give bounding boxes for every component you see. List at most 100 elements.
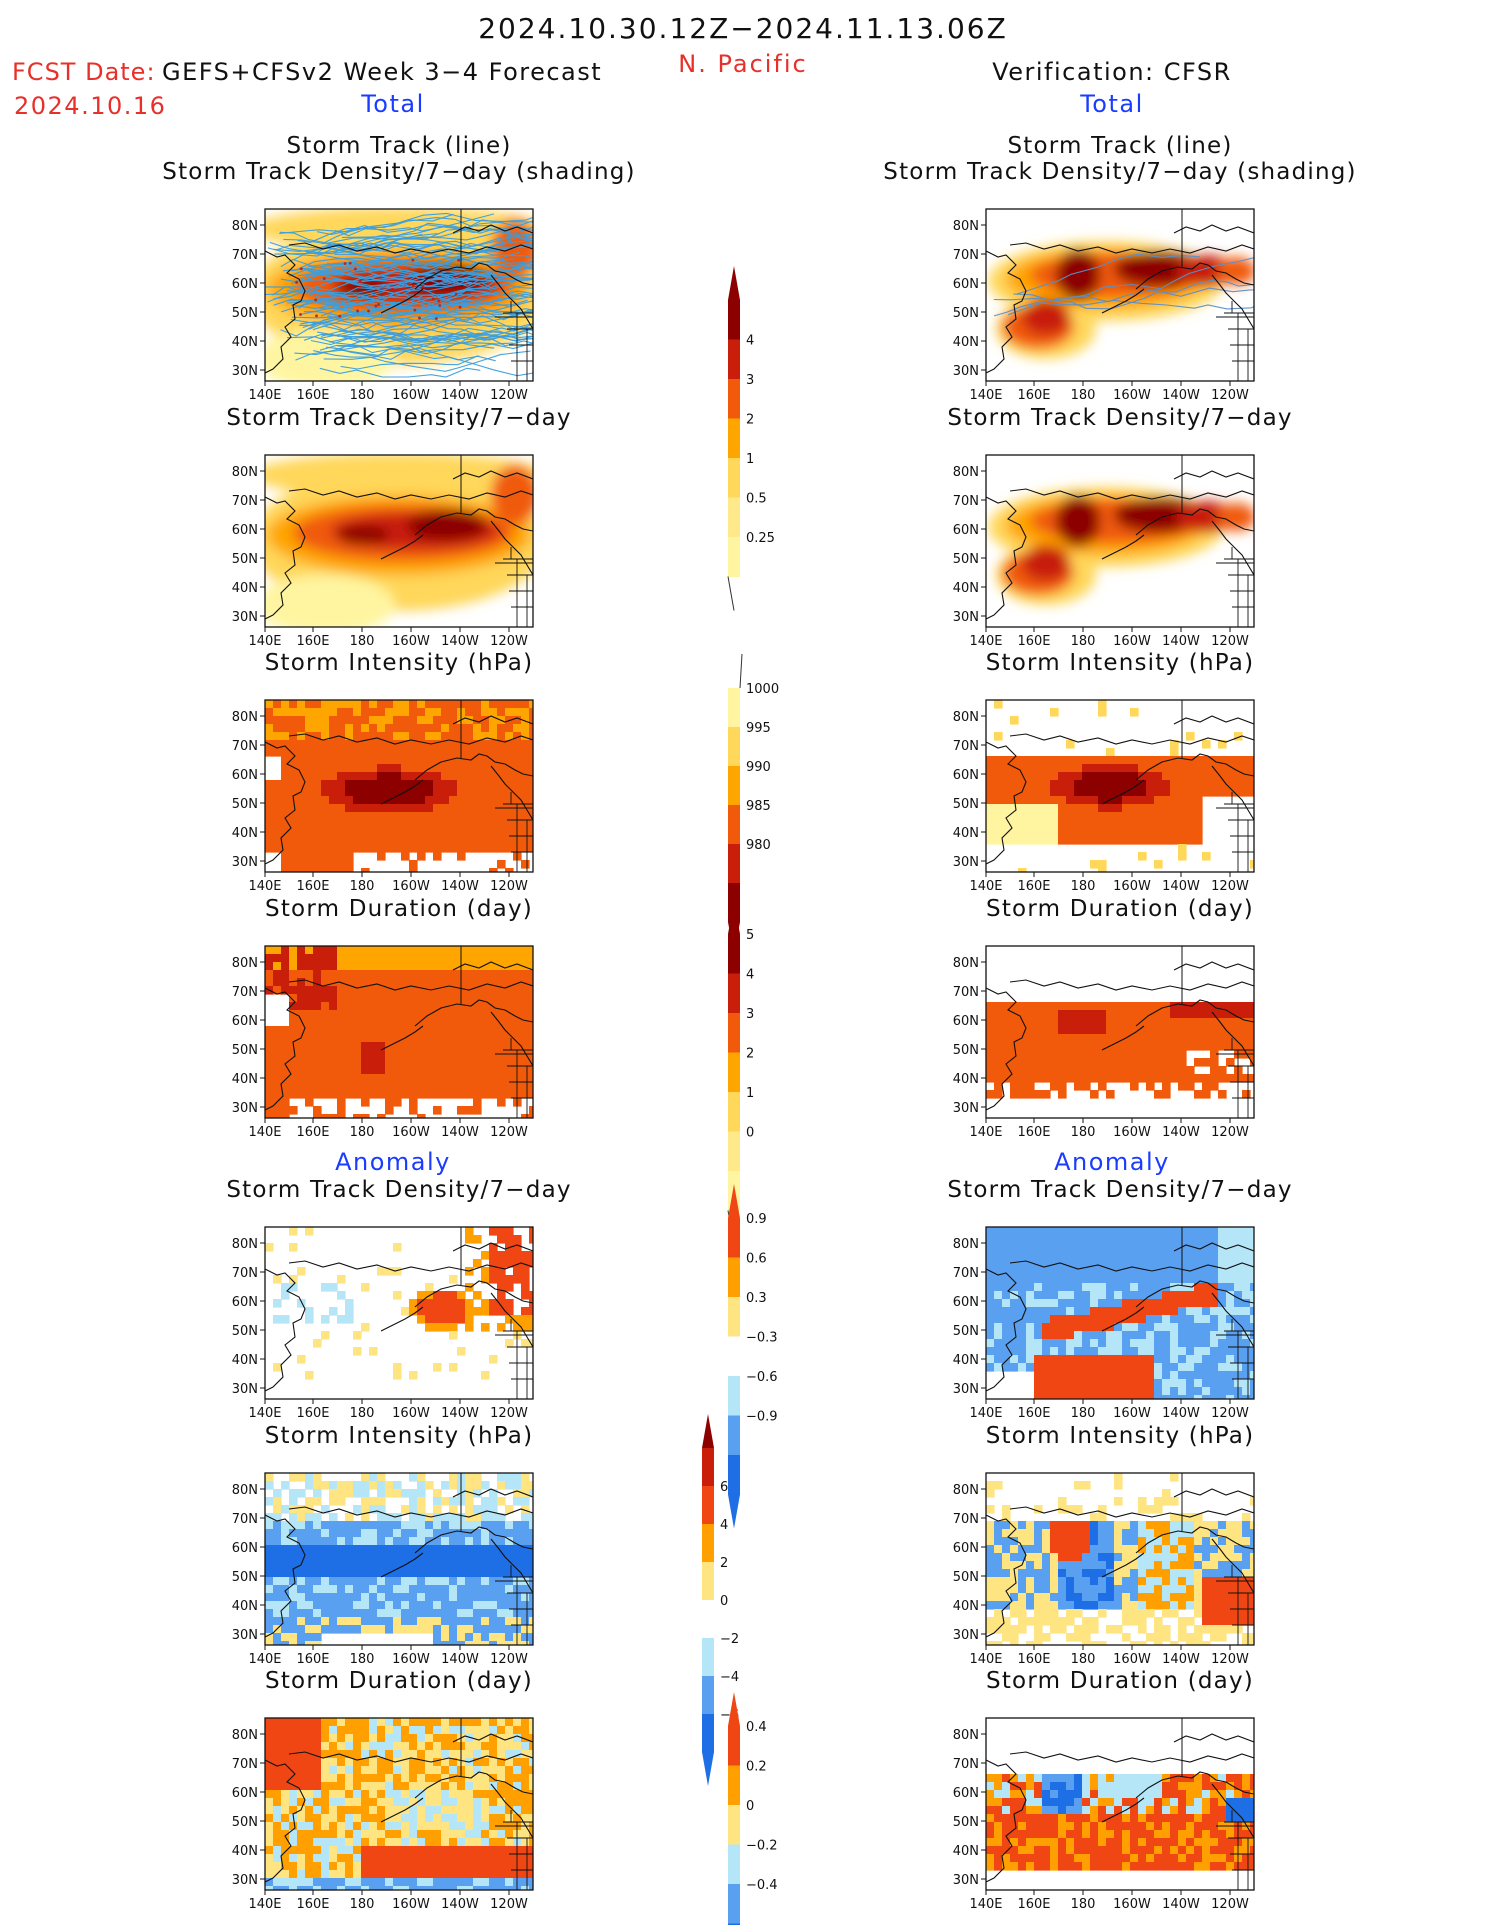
fcst-density-map-lon-label: 120W xyxy=(490,634,528,649)
colorbar-density-anomaly-tick-label: −0.9 xyxy=(746,1410,778,1425)
total-label-right: Total xyxy=(1079,90,1144,118)
verif-track-map-lat-label: 80N xyxy=(953,219,979,234)
fcst-density-map-lon-label: 180 xyxy=(350,634,375,649)
colorbar-density-total-tick-label: 1 xyxy=(746,452,754,467)
verif-density-anomaly-map-lat-label: 30N xyxy=(953,1382,979,1397)
fcst-intensity-map-lat-label: 30N xyxy=(232,855,258,870)
verif-duration-map-lat-label: 70N xyxy=(953,985,979,1000)
fcst-intensity-map: Storm Intensity (hPa) 80N 70N 60N 50N 40N 30N 1… xyxy=(232,650,534,894)
colorbar-duration-total-tick-label: 3 xyxy=(746,1007,754,1022)
fcst-density-anomaly-map-lon-label: 120W xyxy=(490,1406,528,1421)
fcst-duration-map: Storm Duration (day) 80N 70N 60N 50N 40N 30N 14… xyxy=(232,896,534,1140)
verif-duration-anomaly-map-lon-label: 120W xyxy=(1211,1897,1249,1912)
verif-density-anomaly-map-lon-label: 180 xyxy=(1071,1406,1096,1421)
verif-duration-map-lon-label: 120W xyxy=(1211,1125,1249,1140)
colorbar-duration-total-tick-label: 4 xyxy=(746,968,754,983)
colorbar-density-total-tick-label: 3 xyxy=(746,373,754,388)
verif-density-anomaly-map-lon-label: 160E xyxy=(1017,1406,1050,1421)
fcst-density-map-lat-label: 50N xyxy=(232,552,258,567)
verif-track-map-lat-label: 60N xyxy=(953,277,979,292)
colorbar-density-anomaly-tick-label: −0.6 xyxy=(746,1370,778,1385)
fcst-intensity-anomaly-map-lon-label: 140W xyxy=(441,1652,479,1667)
colorbar-duration-anomaly-tick-label: 0.4 xyxy=(746,1720,767,1735)
verif-track-map-lat-label: 40N xyxy=(953,335,979,350)
fcst-intensity-map-lon-label: 180 xyxy=(350,879,375,894)
fcst-density-anomaly-map-lon-label: 160E xyxy=(296,1406,329,1421)
verif-density-map: Storm Track Density/7−day 80N 70N 60N 50N 40N… xyxy=(947,405,1292,649)
verif-intensity-anomaly-map-lon-label: 180 xyxy=(1071,1652,1096,1667)
verif-density-map-title: Storm Track Density/7−day xyxy=(947,405,1292,431)
fcst-duration-map-lat-label: 40N xyxy=(232,1072,258,1087)
fcst-date: 2024.10.16 xyxy=(14,92,166,120)
fcst-density-map-lat-label: 60N xyxy=(232,523,258,538)
fcst-intensity-map-lon-label: 160E xyxy=(296,879,329,894)
fcst-density-map: Storm Track Density/7−day 80N 70N 60N 50N 40N… xyxy=(226,405,570,649)
fcst-duration-anomaly-map-lat-label: 30N xyxy=(232,1873,258,1888)
fcst-track-map-lon-label: 140E xyxy=(248,388,281,403)
fcst-duration-anomaly-map-lat-label: 60N xyxy=(232,1786,258,1801)
fcst-duration-anomaly-map-lat-label: 70N xyxy=(232,1757,258,1772)
colorbar-density-total-tick-label: 4 xyxy=(746,334,754,349)
verif-density-anomaly-map-lat-label: 40N xyxy=(953,1353,979,1368)
verif-duration-map-title: Storm Duration (day) xyxy=(986,896,1254,922)
verif-duration-anomaly-map-lat-label: 80N xyxy=(953,1728,979,1743)
colorbar-intensity-anomaly-tick-label: 2 xyxy=(720,1556,728,1571)
verif-density-map-lat-label: 70N xyxy=(953,494,979,509)
fcst-track-map-title: Storm Track Density/7−day (shading) xyxy=(162,159,635,185)
fcst-duration-map-lat-label: 30N xyxy=(232,1101,258,1116)
fcst-intensity-anomaly-map-lon-label: 160W xyxy=(392,1652,430,1667)
verif-intensity-map-lon-label: 160W xyxy=(1113,879,1151,894)
fcst-density-map-lon-label: 160W xyxy=(392,634,430,649)
verif-duration-map-lon-label: 160E xyxy=(1017,1125,1050,1140)
colorbar-duration-anomaly-tick-label: 0 xyxy=(746,1799,754,1814)
fcst-density-anomaly-map-lat-label: 50N xyxy=(232,1324,258,1339)
colorbar-duration-anomaly: 0.4 0.2 0 −0.2 −0.4 xyxy=(728,1692,778,1925)
fcst-track-map-lat-label: 30N xyxy=(232,364,258,379)
fcst-duration-map-lon-label: 140W xyxy=(441,1125,479,1140)
verif-intensity-anomaly-map-lat-label: 40N xyxy=(953,1599,979,1614)
verif-duration-map-lat-label: 50N xyxy=(953,1043,979,1058)
fcst-density-anomaly-map-lat-label: 70N xyxy=(232,1266,258,1281)
verif-density-map-lat-label: 50N xyxy=(953,552,979,567)
verif-intensity-anomaly-map-lon-label: 160W xyxy=(1113,1652,1151,1667)
verif-intensity-map-lon-label: 180 xyxy=(1071,879,1096,894)
colorbar-intensity-total-tick-label: 1000 xyxy=(746,682,779,697)
verif-intensity-map-lon-label: 160E xyxy=(1017,879,1050,894)
verif-intensity-anomaly-map-lon-label: 120W xyxy=(1211,1652,1249,1667)
fcst-density-anomaly-map-lon-label: 180 xyxy=(350,1406,375,1421)
fcst-intensity-map-lat-label: 40N xyxy=(232,826,258,841)
fcst-duration-map-lon-label: 160W xyxy=(392,1125,430,1140)
colorbar-duration-anomaly-tick-label: −0.4 xyxy=(746,1878,778,1893)
fcst-intensity-map-lon-label: 140E xyxy=(248,879,281,894)
verif-density-anomaly-map-lat-label: 70N xyxy=(953,1266,979,1281)
fcst-density-map-lat-label: 30N xyxy=(232,610,258,625)
verif-density-map-lat-label: 30N xyxy=(953,610,979,625)
verif-duration-anomaly-map-lon-label: 140W xyxy=(1162,1897,1200,1912)
verif-duration-anomaly-map-lat-label: 50N xyxy=(953,1815,979,1830)
fcst-duration-map-lat-label: 60N xyxy=(232,1014,258,1029)
verif-density-anomaly-map-lon-label: 160W xyxy=(1113,1406,1151,1421)
verif-density-anomaly-map: Storm Track Density/7−day 80N 70N 60N 50N 40N… xyxy=(947,1177,1291,1421)
verif-track-map-title: Storm Track (line) xyxy=(1007,133,1232,159)
verif-intensity-map-lat-label: 30N xyxy=(953,855,979,870)
colorbar-density-anomaly-tick-label: 0.3 xyxy=(746,1291,767,1306)
fcst-intensity-anomaly-map-lon-label: 160E xyxy=(296,1652,329,1667)
verif-duration-anomaly-map-lon-label: 180 xyxy=(1071,1897,1096,1912)
fcst-duration-map-lon-label: 120W xyxy=(490,1125,528,1140)
fcst-intensity-map-lon-label: 120W xyxy=(490,879,528,894)
verif-track-map-title: Storm Track Density/7−day (shading) xyxy=(883,159,1356,185)
fcst-density-anomaly-map-lat-label: 30N xyxy=(232,1382,258,1397)
fcst-density-anomaly-map-lat-label: 60N xyxy=(232,1295,258,1310)
fcst-intensity-map-title: Storm Intensity (hPa) xyxy=(265,650,534,676)
fcst-duration-map-lat-label: 70N xyxy=(232,985,258,1000)
verif-duration-anomaly-map-lon-label: 160E xyxy=(1017,1897,1050,1912)
fcst-track-map-lon-label: 160W xyxy=(392,388,430,403)
fcst-intensity-anomaly-map-lon-label: 120W xyxy=(490,1652,528,1667)
fcst-track-map-lat-label: 50N xyxy=(232,306,258,321)
fcst-duration-anomaly-map-title: Storm Duration (day) xyxy=(265,1668,533,1694)
colorbar-intensity-total-tick-label: 985 xyxy=(746,799,771,814)
colorbar-intensity-anomaly-tick-label: 4 xyxy=(720,1518,728,1533)
colorbar-duration-total-tick-label: 0 xyxy=(746,1126,754,1141)
colorbar-duration-total-tick-label: 2 xyxy=(746,1047,754,1062)
